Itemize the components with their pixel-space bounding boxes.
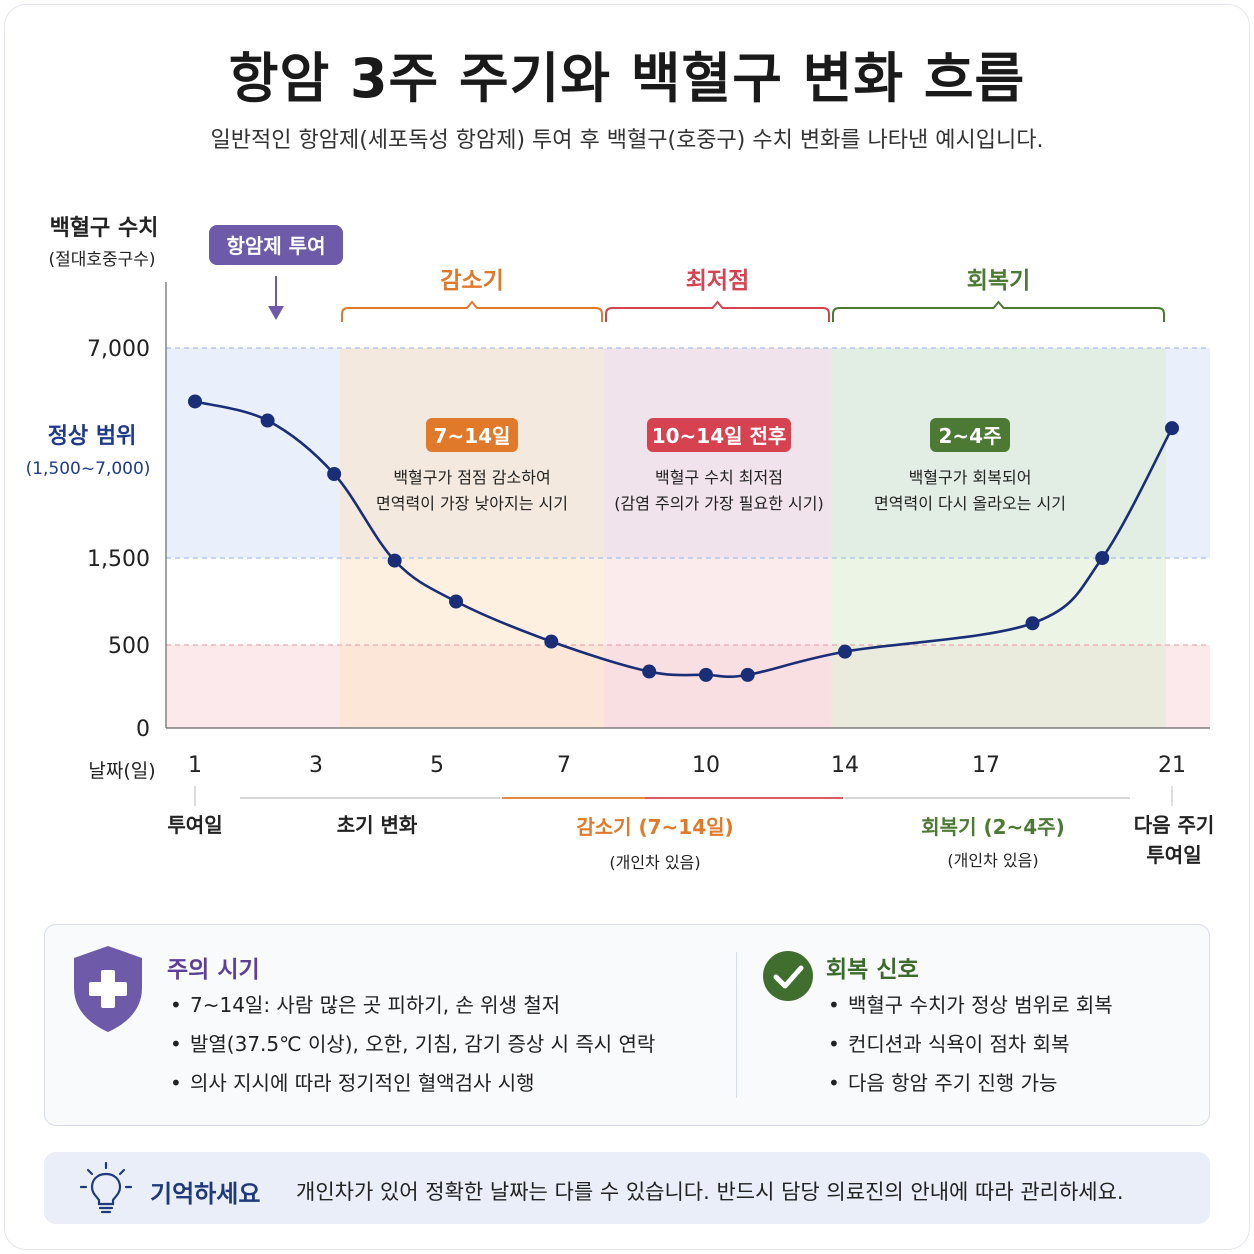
phase-badge-label: 2~4주 <box>939 424 1002 448</box>
decrease-phase-shade <box>340 348 604 728</box>
recovery-item: 컨디션과 식욕이 점차 회복 <box>826 1031 1113 1070</box>
x-tick-label: 10 <box>692 753 720 778</box>
phase-name: 최저점 <box>686 268 749 294</box>
phase-badge <box>426 418 518 452</box>
data-point <box>327 467 342 481</box>
timeline-next-cycle: 다음 주기 <box>1134 813 1215 837</box>
phase-bracket <box>605 300 830 322</box>
data-point <box>1165 421 1179 436</box>
phase-description: 면역력이 다시 올라오는 시기 <box>874 494 1066 513</box>
x-tick-label: 7 <box>557 753 571 778</box>
remember-text: 개인차가 있어 정확한 날짜는 다를 수 있습니다. 반드시 담당 의료진의 안… <box>296 1180 1124 1204</box>
data-point <box>1095 551 1110 565</box>
phase-badge-label: 7~14일 <box>434 424 511 448</box>
recovery-title: 회복 신호 <box>826 957 919 983</box>
dose-marker-badge <box>209 225 343 265</box>
phase-description: (감염 주의가 가장 필요한 시기) <box>614 494 823 513</box>
data-point <box>838 644 852 659</box>
x-tick-label: 3 <box>309 753 323 778</box>
timeline-decrease-note: (개인차 있음) <box>609 853 700 872</box>
x-tick-label: 17 <box>972 753 1000 778</box>
panel-divider <box>736 952 737 1098</box>
data-point <box>740 667 755 682</box>
check-circle-icon <box>763 951 813 1001</box>
shield-plus-icon <box>74 946 142 1032</box>
timeline-next-cycle: 투여일 <box>1146 843 1201 867</box>
wbc-curve <box>194 400 1174 679</box>
caution-item: 의사 지시에 따라 정기적인 혈액검사 시행 <box>168 1070 655 1109</box>
page-title: 항암 3주 주기와 백혈구 변화 흐름 <box>228 47 1026 110</box>
phase-badge-label: 10~14일 전후 <box>652 424 787 448</box>
timeline-dose-day: 투여일 <box>167 813 222 837</box>
phase-description: 백혈구 수치 최저점 <box>655 468 783 487</box>
dose-marker-label: 항암제 투여 <box>227 234 326 258</box>
lightbulb-icon <box>80 1161 132 1214</box>
data-point <box>699 667 713 682</box>
y-tick-label: 500 <box>108 634 150 659</box>
phase-name: 감소기 <box>440 268 503 294</box>
caution-list: 7~14일: 사람 많은 곳 피하기, 손 위생 철저 발열(37.5℃ 이상)… <box>168 992 655 1109</box>
recovery-phase-shade <box>831 348 1166 728</box>
phase-bracket <box>832 300 1165 322</box>
wbc-chart: 백혈구 수치 (절대호중구수) 7,000 1,500 500 0 정상 범위 (1,500~… <box>26 216 1215 872</box>
data-point <box>642 664 657 679</box>
data-point <box>449 594 464 609</box>
phase-badge <box>930 418 1010 452</box>
y-tick-label: 0 <box>136 717 150 742</box>
x-tick-label: 5 <box>430 753 444 778</box>
timeline-early-label: 초기 변화 <box>337 813 418 837</box>
timeline-recovery-label: 회복기 (2~4주) <box>921 815 1064 839</box>
caution-title: 주의 시기 <box>167 957 260 983</box>
caution-item: 발열(37.5℃ 이상), 오한, 기침, 감기 증상 시 즉시 연락 <box>168 1031 655 1070</box>
phase-badge <box>647 418 791 452</box>
dose-arrow-head <box>268 306 284 320</box>
phase-description: 백혈구가 회복되어 <box>909 468 1032 487</box>
nadir-phase-shade <box>604 348 831 728</box>
data-point <box>260 413 275 428</box>
data-point <box>188 394 202 409</box>
recovery-item: 백혈구 수치가 정상 범위로 회복 <box>826 992 1113 1031</box>
y-axis-subtitle: (절대호중구수) <box>48 250 155 270</box>
x-axis-title: 날짜(일) <box>88 760 155 782</box>
normal-range-sublabel: (1,500~7,000) <box>26 459 151 479</box>
recovery-list: 백혈구 수치가 정상 범위로 회복 컨디션과 식욕이 점차 회복 다음 항암 주… <box>826 992 1113 1109</box>
timeline-recovery-note: (개인차 있음) <box>947 851 1038 870</box>
y-axis-title: 백혈구 수치 <box>50 216 159 241</box>
data-point <box>544 634 559 649</box>
phase-description: 백혈구가 점점 감소하여 <box>393 468 550 487</box>
phase-bracket <box>341 300 603 322</box>
y-tick-label: 1,500 <box>87 547 150 572</box>
normal-range-label: 정상 범위 <box>48 424 137 449</box>
phase-name: 회복기 <box>967 268 1030 294</box>
x-tick-label: 21 <box>1158 753 1186 778</box>
recovery-item: 다음 항암 주기 진행 가능 <box>826 1070 1113 1109</box>
y-tick-label: 7,000 <box>87 337 150 362</box>
data-point <box>387 553 402 568</box>
x-tick-label: 14 <box>831 753 859 778</box>
page-subtitle: 일반적인 항암제(세포독성 항암제) 투여 후 백혈구(호중구) 수치 변화를 … <box>210 128 1044 153</box>
x-tick-label: 1 <box>188 753 202 778</box>
remember-bar <box>44 1152 1210 1224</box>
remember-title: 기억하세요 <box>150 1180 261 1208</box>
caution-item: 7~14일: 사람 많은 곳 피하기, 손 위생 철저 <box>168 992 655 1031</box>
phase-description: 면역력이 가장 낮아지는 시기 <box>376 494 568 513</box>
data-point <box>1025 616 1040 631</box>
timeline-decrease-label: 감소기 (7~14일) <box>576 815 733 839</box>
